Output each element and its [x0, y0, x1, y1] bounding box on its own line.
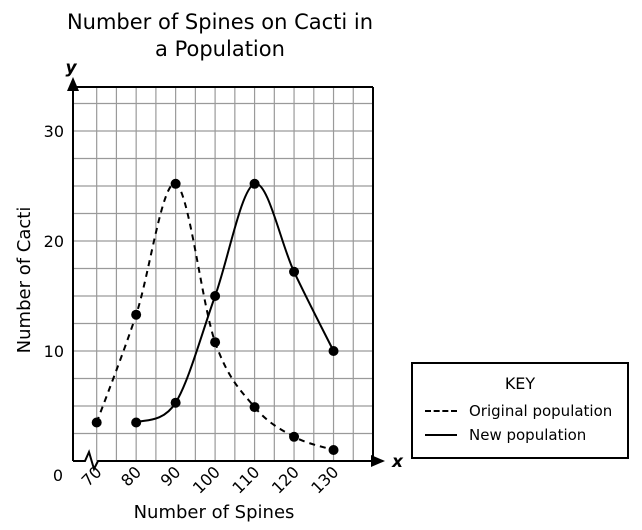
x-tick-label: 120	[268, 462, 303, 497]
x-axis-arrow	[371, 455, 385, 467]
data-point-original	[289, 431, 300, 442]
data-point-new	[170, 397, 181, 408]
legend-label-original: Original population	[469, 402, 613, 420]
legend-item-new: New population	[425, 425, 586, 445]
x-tick-label: 90	[157, 462, 185, 490]
data-point-original	[210, 337, 221, 348]
data-point-new	[210, 291, 221, 301]
data-point-original	[91, 417, 102, 428]
legend-swatch-dashed	[425, 410, 457, 412]
y-tick-label: 10	[44, 342, 64, 361]
origin-label: 0	[53, 466, 63, 485]
grid	[73, 87, 373, 461]
legend: KEY Original population New population	[411, 362, 629, 459]
y-tick-label: 20	[44, 232, 64, 251]
data-point-original	[249, 402, 260, 413]
data-point-original	[328, 445, 339, 455]
y-axis-letter: y	[65, 58, 77, 78]
x-tick-label: 100	[189, 462, 224, 497]
y-axis-arrow	[67, 77, 79, 91]
x-axis-letter: x	[391, 452, 404, 472]
data-point-new	[328, 346, 339, 356]
x-tick-label: 130	[307, 462, 342, 497]
x-tick-label: 70	[78, 462, 106, 490]
data-point-new	[131, 417, 142, 428]
data-point-original	[131, 309, 142, 320]
chart-title-line-1: Number of Spines on Cacti in	[66, 10, 374, 34]
data-point-new	[289, 266, 300, 277]
axes	[67, 77, 385, 472]
y-axis-label: Number of Cacti	[14, 207, 35, 354]
series-layer	[91, 178, 339, 455]
data-point-new	[249, 178, 260, 189]
x-tick-label: 80	[117, 462, 145, 490]
chart-title-line-2: a Population	[155, 37, 285, 61]
y-tick-label: 30	[44, 122, 64, 141]
data-point-original	[170, 178, 181, 189]
x-axis-label: Number of Spines	[134, 502, 295, 523]
x-tick-label: 110	[228, 462, 263, 497]
legend-label-new: New population	[469, 426, 587, 444]
legend-swatch-solid	[425, 434, 457, 436]
x-axis-line	[73, 449, 375, 472]
legend-title: KEY	[504, 374, 536, 393]
legend-item-original: Original population	[425, 401, 612, 421]
